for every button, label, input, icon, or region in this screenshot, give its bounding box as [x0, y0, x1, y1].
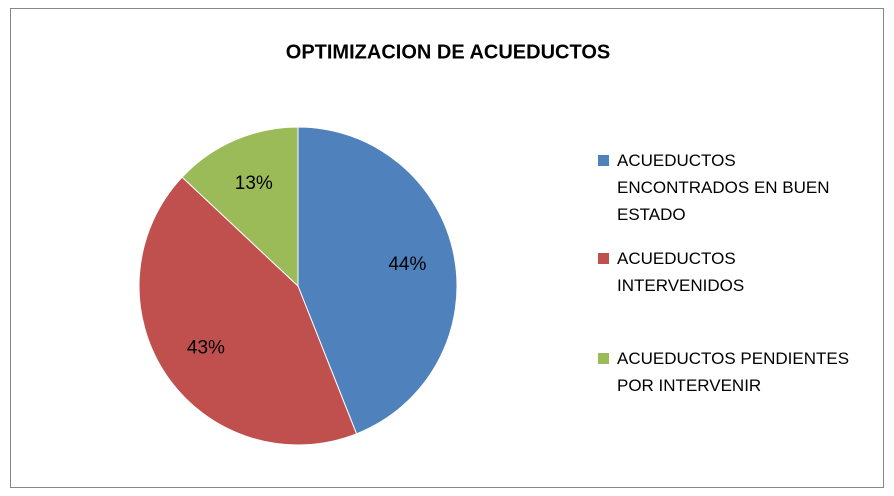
- legend-label: ACUEDUCTOS INTERVENIDOS: [617, 249, 745, 295]
- legend-swatch: [598, 353, 609, 364]
- chart-title: OPTIMIZACION DE ACUEDUCTOS: [286, 41, 610, 63]
- legend-item: ACUEDUCTOS INTERVENIDOS: [598, 245, 858, 299]
- data-label: 43%: [187, 338, 225, 359]
- legend-item: ACUEDUCTOS ENCONTRADOS EN BUEN ESTADO: [598, 147, 858, 228]
- pie-slice: [138, 176, 358, 446]
- pie-slice: [181, 126, 299, 288]
- data-label: 13%: [235, 173, 273, 194]
- legend-swatch: [598, 155, 609, 166]
- data-label: 44%: [388, 254, 426, 275]
- legend-item: ACUEDUCTOS PENDIENTES POR INTERVENIR: [598, 345, 858, 399]
- pie-slice: [297, 126, 458, 435]
- legend-label: ACUEDUCTOS ENCONTRADOS EN BUEN ESTADO: [617, 151, 830, 224]
- legend-label: ACUEDUCTOS PENDIENTES POR INTERVENIR: [617, 349, 850, 395]
- legend-swatch: [598, 253, 609, 264]
